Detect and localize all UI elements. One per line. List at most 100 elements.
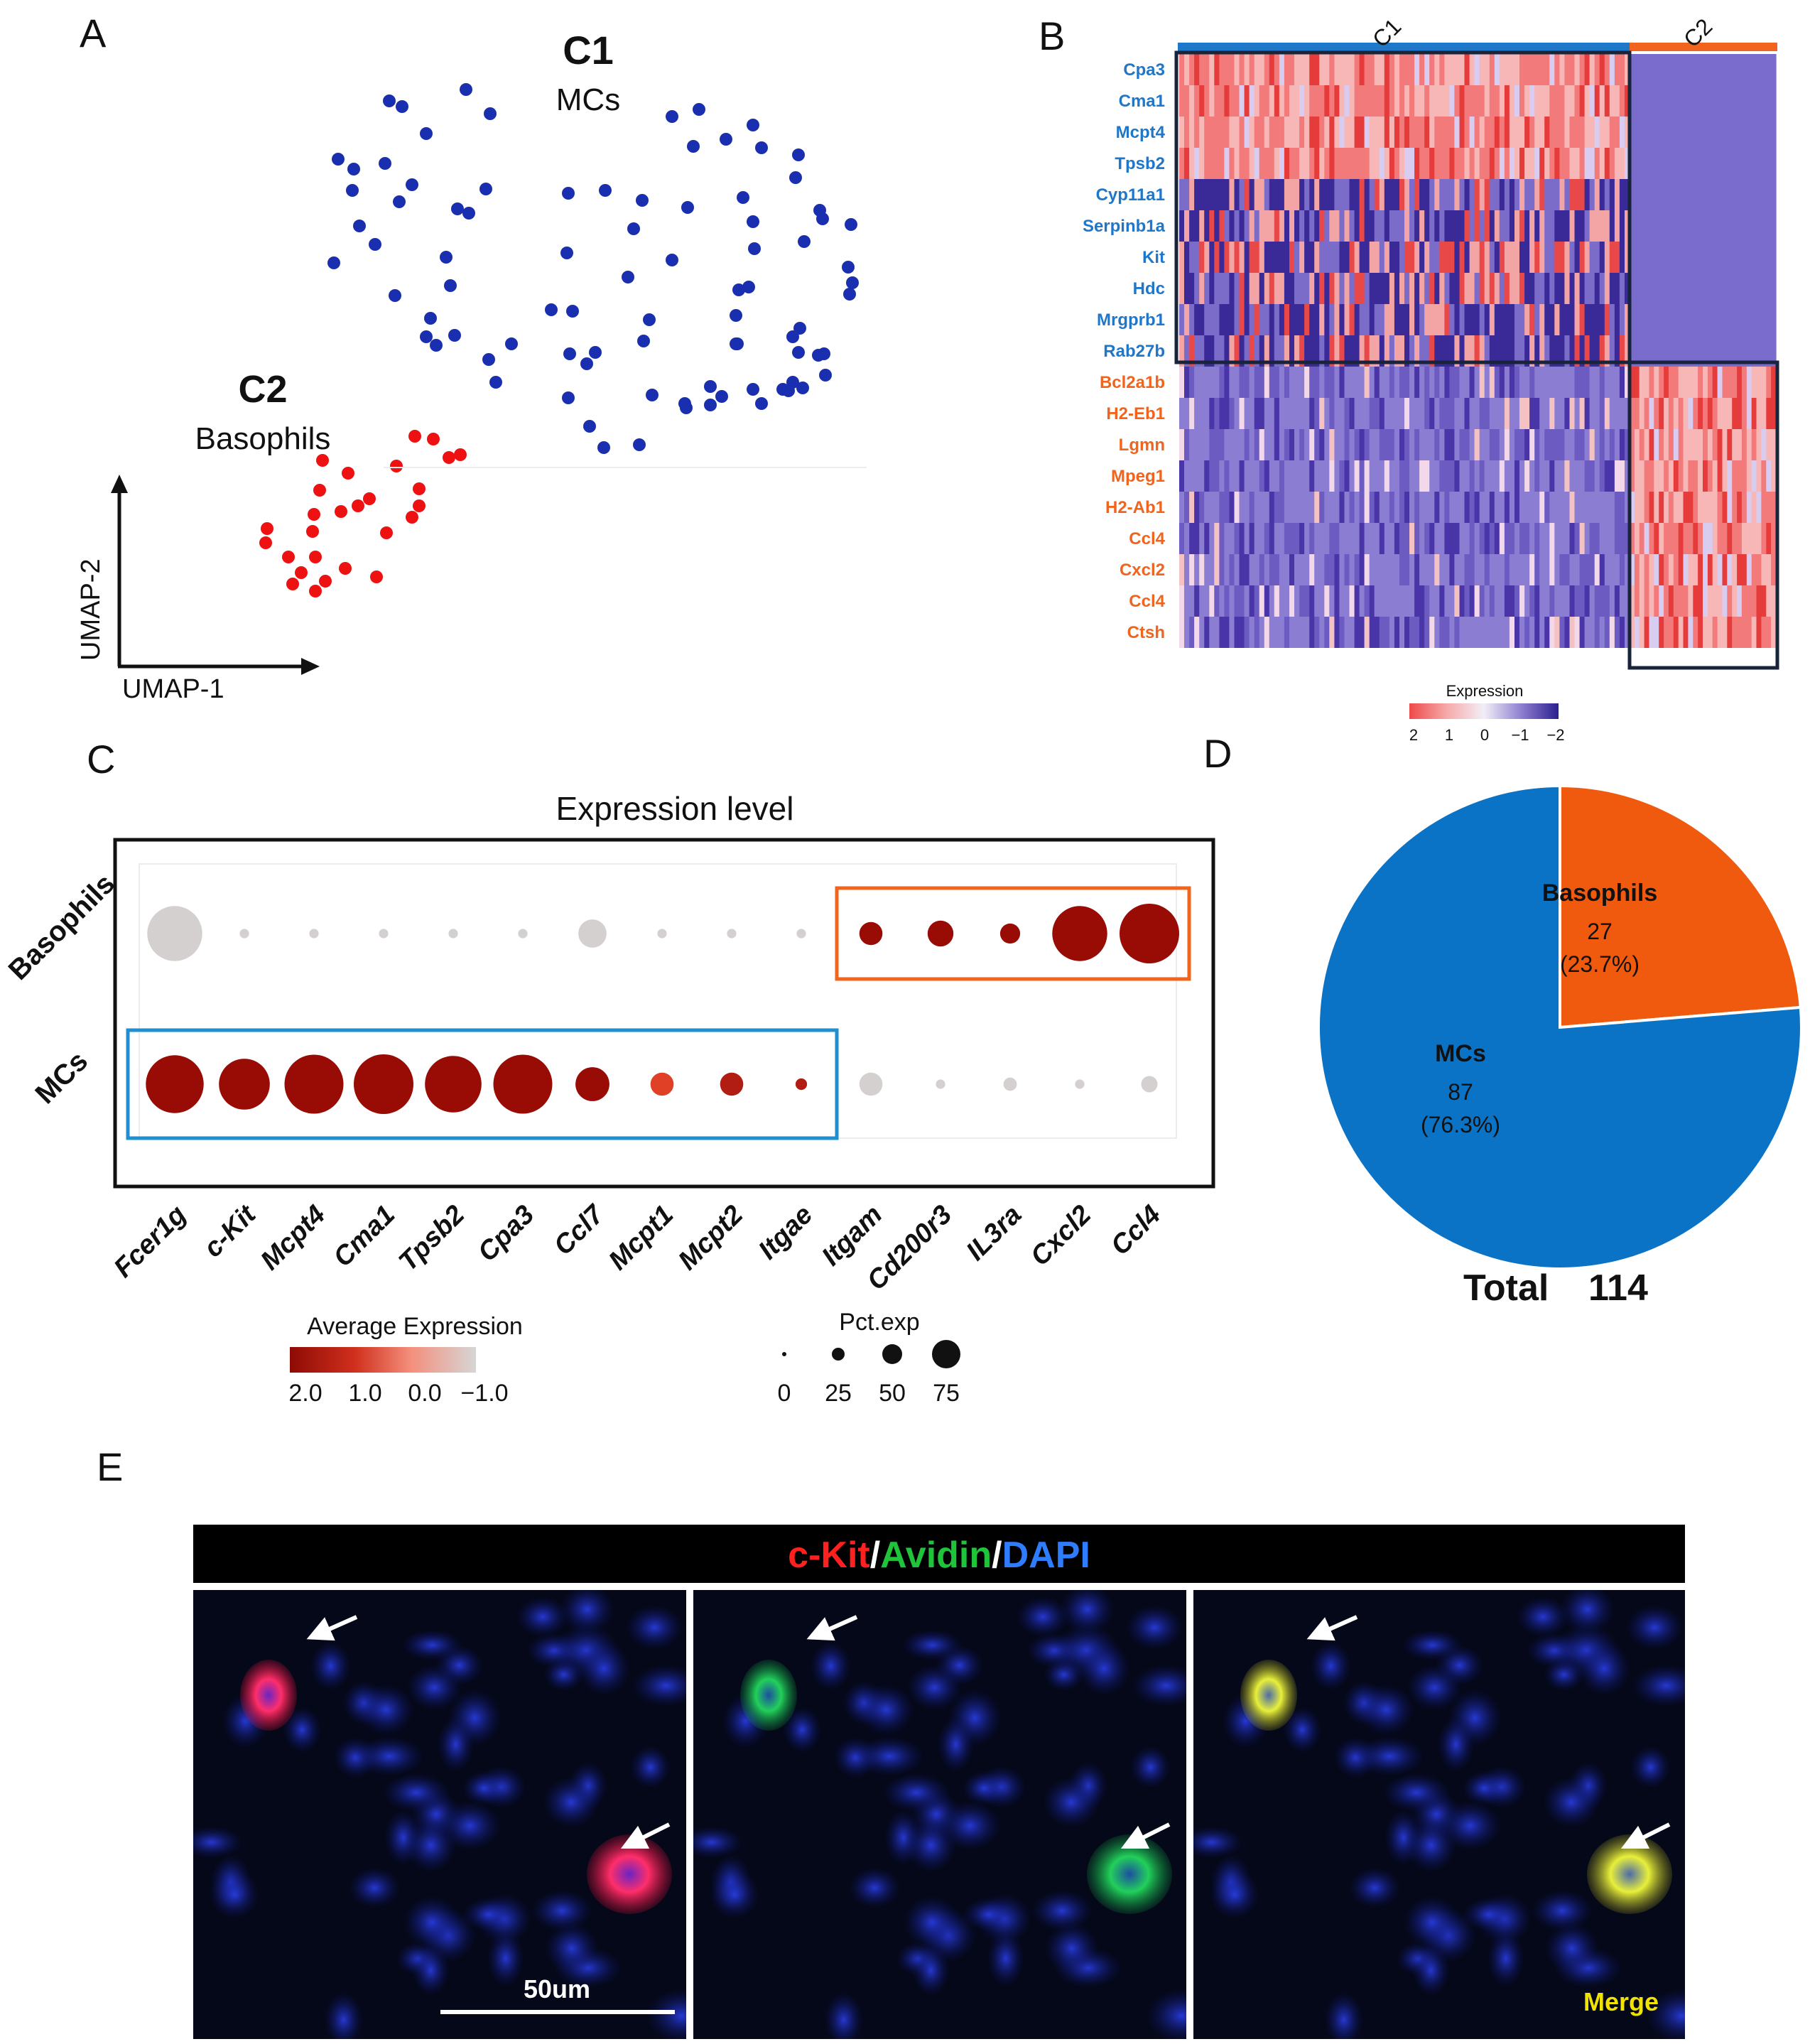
heatmap-cell [1219,54,1225,85]
heatmap-cell [1224,210,1230,242]
heatmap-cell [1444,492,1450,523]
heatmap-cell [1604,54,1610,85]
heatmap-cell [1579,85,1586,117]
heatmap-cell [1659,492,1664,523]
heatmap-cell [1344,85,1350,117]
heatmap-cell [1634,85,1640,117]
heatmap-cell [1664,210,1669,242]
heatmap-cell [1474,585,1480,617]
heatmap-cell [1244,242,1250,273]
heatmap-cell [1630,85,1635,117]
heatmap-cell [1194,210,1200,242]
heatmap-cell [1424,179,1430,210]
heatmap-cell [1761,210,1767,242]
heatmap-cell [1751,304,1757,335]
heatmap-cell [1254,554,1260,585]
heatmap-cell [1419,85,1425,117]
heatmap-cell [1727,242,1733,273]
heatmap-cell [1469,179,1475,210]
heatmap-cell [1712,398,1718,429]
heatmap-cell [1549,273,1555,304]
nucleus [1129,1745,1171,1790]
heatmap-cell [1214,554,1220,585]
heatmap-cell [1529,492,1535,523]
heatmap-cell [1688,85,1694,117]
heatmap-cell [1464,554,1470,585]
heatmap-cell [1439,335,1445,367]
heatmap-cell [1304,585,1310,617]
heatmap-cell [1269,304,1275,335]
heatmap-cell [1751,367,1757,398]
heatmap-cell [1703,492,1708,523]
heatmap-cell [1189,554,1195,585]
heatmap-cell [1354,523,1360,554]
heatmap-cell [1404,85,1410,117]
heatmap-cell [1619,617,1625,648]
heatmap-cells [1179,54,1777,648]
heatmap-cell [1519,398,1525,429]
heatmap-cell [1424,85,1430,117]
heatmap-cell [1771,179,1777,210]
heatmap-cell [1284,335,1290,367]
heatmap-cell [1319,429,1325,460]
heatmap-cell [1199,492,1205,523]
heatmap-cell [1224,585,1230,617]
nucleus [1407,1664,1463,1712]
umap-point-c1 [742,281,755,293]
heatmap-cell [1559,54,1565,85]
heatmap-cell [1673,554,1679,585]
heatmap-cell [1727,585,1733,617]
heatmap-cell [1439,492,1445,523]
heatmap-cell [1654,367,1659,398]
heatmap-cell [1429,585,1435,617]
heatmap-cell [1771,367,1777,398]
heatmap-cell [1766,554,1772,585]
heatmap-cell [1264,273,1270,304]
heatmap-cell [1756,304,1762,335]
heatmap-cell [1404,304,1410,335]
heatmap-cell [1494,429,1500,460]
heatmap-cell [1199,273,1205,304]
heatmap-cell [1344,210,1350,242]
heatmap-cell [1604,523,1610,554]
nucleus [902,1895,961,1950]
heatmap-cell [1354,554,1360,585]
heatmap-cell [1284,273,1290,304]
heatmap-cell [1304,117,1310,148]
heatmap-cell [1209,179,1215,210]
heatmap-cell [1209,367,1215,398]
heatmap-cell [1564,242,1570,273]
heatmap-cell [1254,523,1260,554]
heatmap-cell [1707,585,1713,617]
umap-point-c1 [687,140,700,153]
heatmap-cell [1299,148,1305,179]
heatmap-cell [1294,117,1300,148]
heatmap-cell [1625,148,1630,179]
heatmap-cell [1464,523,1470,554]
heatmap-cell [1589,304,1595,335]
heatmap-cell [1703,304,1708,335]
heatmap-cell [1499,85,1505,117]
heatmap-cell [1459,85,1465,117]
heatmap-cell [1354,585,1360,617]
heatmap-cell [1539,398,1545,429]
heatmap-cell [1599,148,1605,179]
heatmap-cell [1732,335,1738,367]
heatmap-cell [1659,617,1664,648]
heatmap-cell [1184,210,1190,242]
nucleus [381,1773,451,1812]
heatmap-cell [1484,117,1490,148]
heatmap-cell [1179,398,1185,429]
pie-mcs-pct: (76.3%) [1421,1112,1500,1137]
heatmap-cell [1614,429,1620,460]
heatmap-cell [1439,585,1445,617]
heatmap-cell [1756,460,1762,492]
heatmap-cell [1379,148,1385,179]
heatmap-cell [1484,210,1490,242]
heatmap-cell [1554,54,1560,85]
heatmap-cell [1304,398,1310,429]
heatmap-cell [1359,304,1365,335]
heatmap-cell [1737,179,1743,210]
heatmap-cell [1324,304,1330,335]
